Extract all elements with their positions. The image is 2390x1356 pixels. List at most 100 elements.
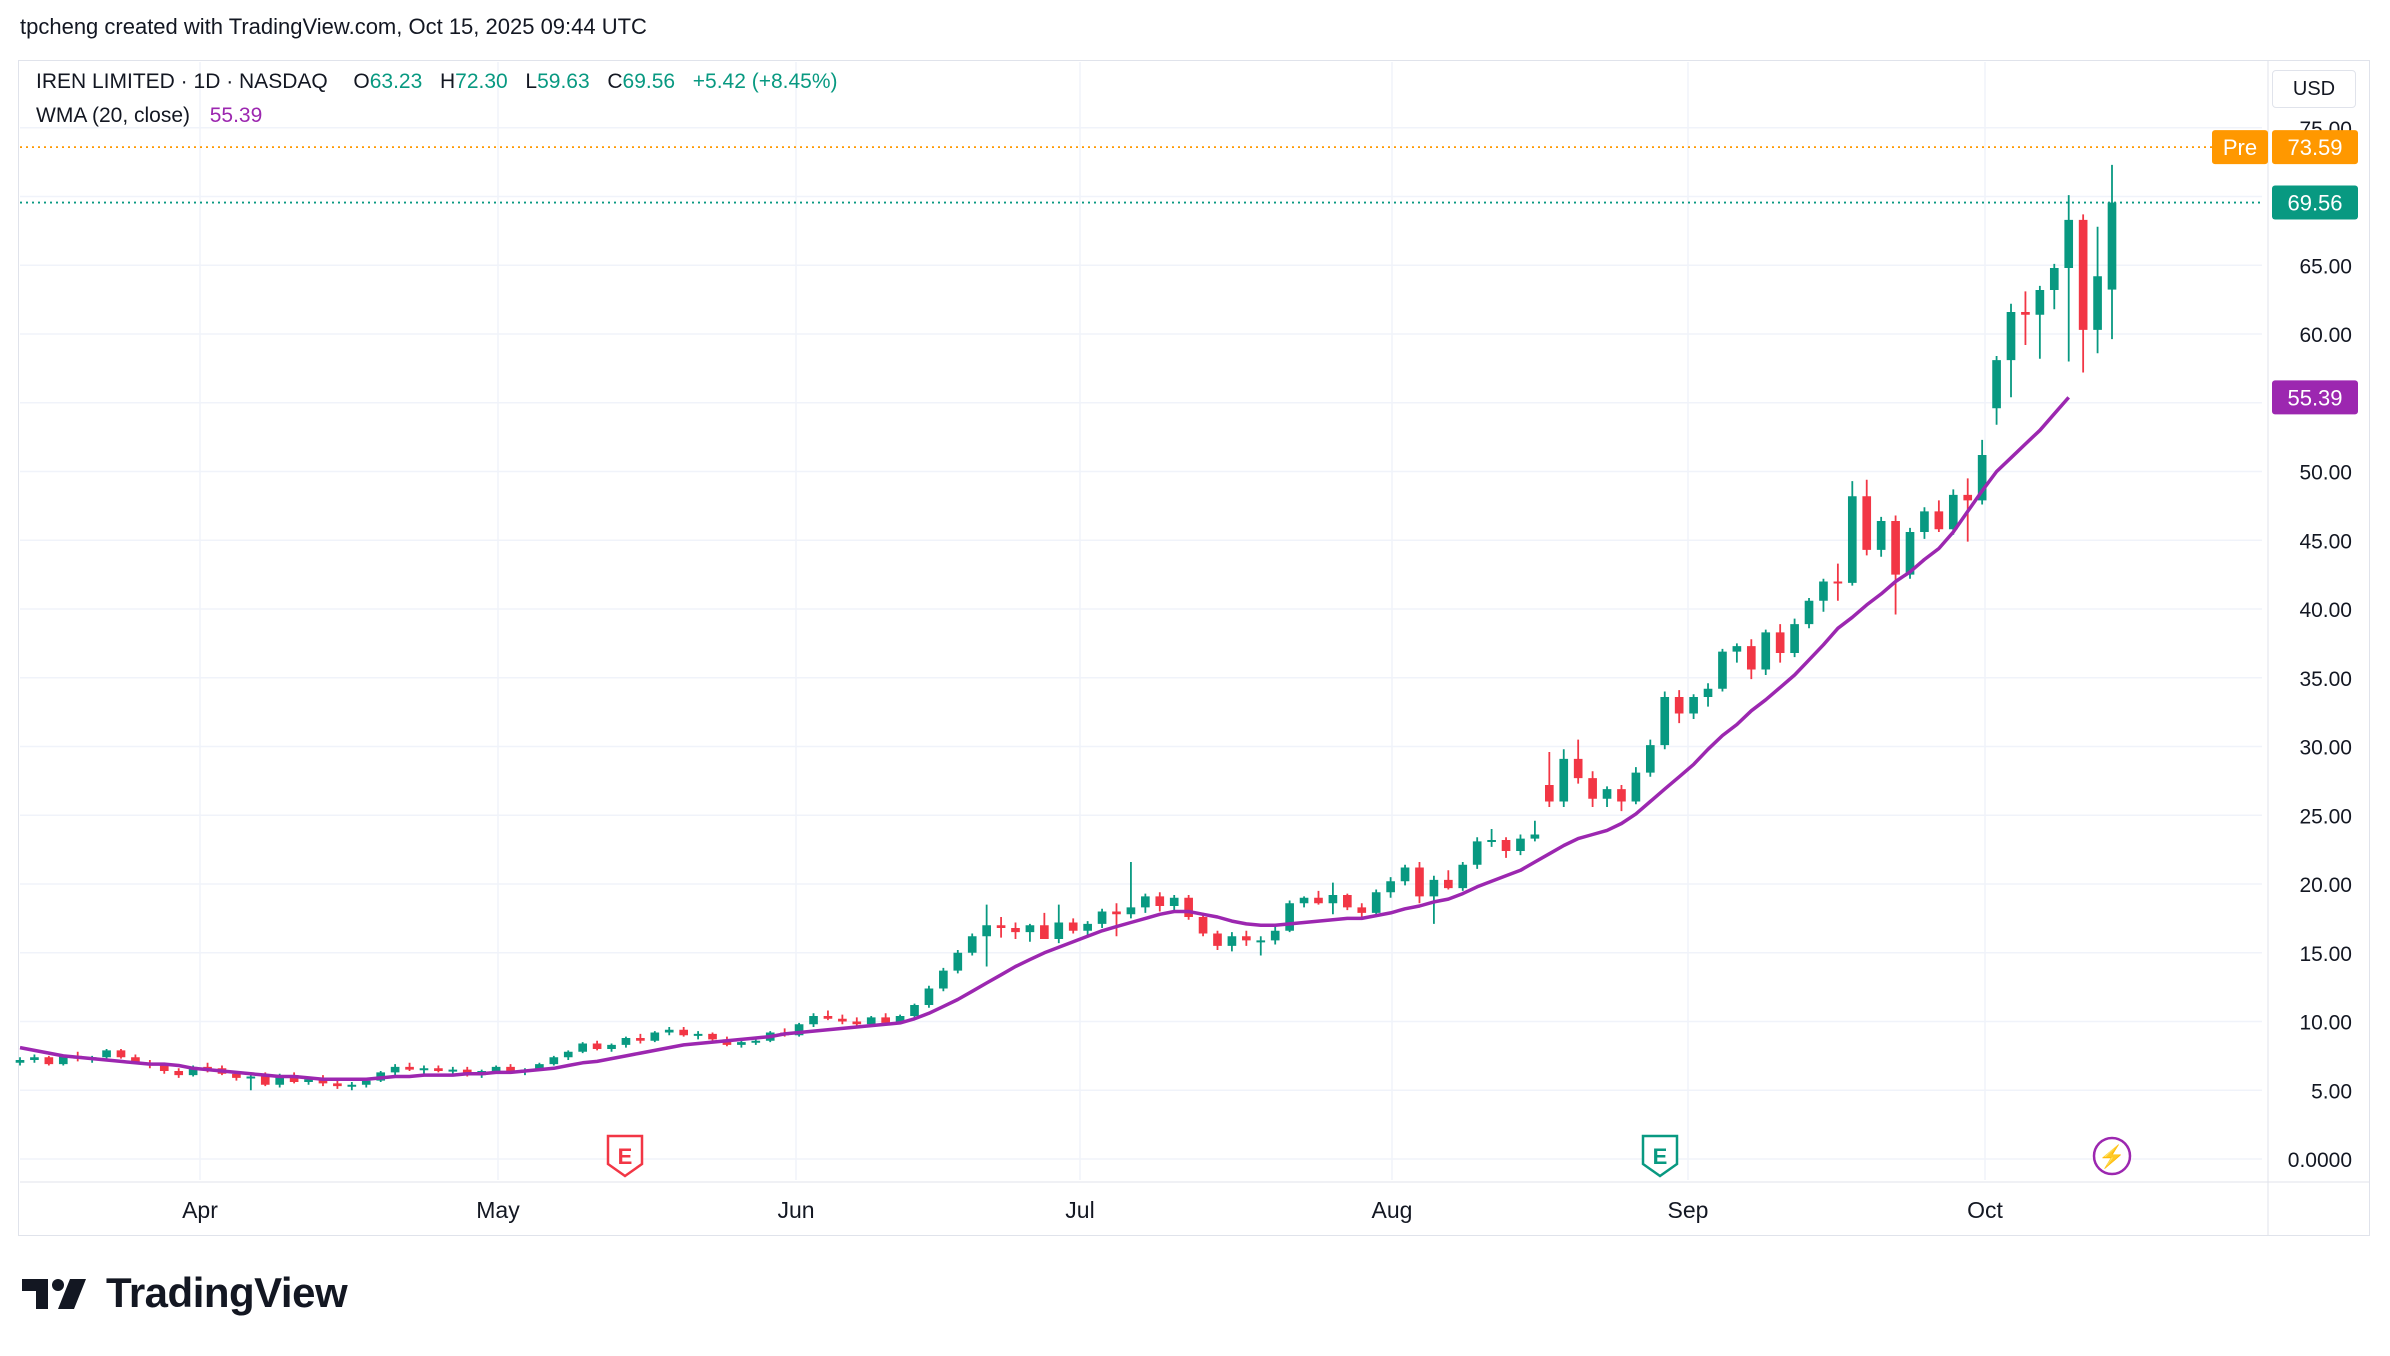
candle-body xyxy=(1530,834,1540,839)
candle-body xyxy=(1920,511,1929,532)
candle-body xyxy=(434,1068,443,1071)
candle xyxy=(1948,489,1958,535)
tradingview-logo-icon xyxy=(22,1279,86,1309)
candle xyxy=(1256,936,1266,956)
candle xyxy=(607,1043,616,1052)
price-tick-label: 60.00 xyxy=(2299,324,2352,347)
candle-body xyxy=(2021,312,2030,315)
premarket-price-label-text: 73.59 xyxy=(2287,135,2342,160)
tradingview-logo[interactable]: TradingView xyxy=(22,1268,348,1318)
candle-body xyxy=(1703,688,1713,697)
candle-body xyxy=(1472,841,1482,865)
candle-body xyxy=(1314,897,1323,904)
candle-body xyxy=(1458,864,1468,889)
candle-body xyxy=(58,1055,68,1065)
candle-body xyxy=(737,1042,746,1045)
candle xyxy=(809,1013,818,1027)
candle-body xyxy=(260,1076,270,1085)
candle xyxy=(1487,829,1496,847)
price-tick-label: 20.00 xyxy=(2299,874,2352,897)
candle xyxy=(910,1003,919,1019)
candle xyxy=(693,1031,703,1040)
premarket-tag: Pre xyxy=(2212,130,2268,165)
candle-body xyxy=(1213,933,1222,946)
candle xyxy=(1458,862,1468,891)
price-tick-label: 15.00 xyxy=(2299,943,2352,966)
candle xyxy=(1891,515,1900,615)
candle-body xyxy=(621,1038,631,1045)
wma-line xyxy=(19,396,2071,1082)
earnings-marker-shape xyxy=(606,1134,644,1178)
time-tick-label: Oct xyxy=(1967,1197,2003,1223)
candle-body xyxy=(549,1057,559,1065)
earnings-marker[interactable]: E xyxy=(606,1134,644,1178)
candle xyxy=(621,1036,631,1048)
earnings-marker[interactable]: E xyxy=(1641,1134,1679,1178)
candle xyxy=(664,1027,674,1036)
candle-body xyxy=(823,1016,833,1019)
candle-body xyxy=(535,1064,544,1070)
candle-body xyxy=(2049,268,2059,290)
candle xyxy=(1544,752,1554,807)
candle xyxy=(823,1010,833,1021)
candle-body xyxy=(304,1079,313,1082)
candle-body xyxy=(636,1038,645,1041)
candle xyxy=(1169,895,1179,911)
candle-body xyxy=(1025,925,1035,933)
candle xyxy=(1862,479,1872,556)
candle-body xyxy=(1141,896,1150,908)
candle xyxy=(1501,837,1511,858)
candle-body xyxy=(1602,789,1612,799)
candle-body xyxy=(1011,928,1020,933)
candle-body xyxy=(1343,895,1352,908)
candle xyxy=(939,967,948,992)
candle-body xyxy=(1544,785,1554,802)
candle-body xyxy=(1862,496,1872,550)
candle xyxy=(1126,862,1136,919)
candle-body xyxy=(1876,521,1886,550)
candle xyxy=(1631,767,1641,805)
candle-body xyxy=(852,1021,862,1025)
candle xyxy=(1819,578,1828,612)
candle-body xyxy=(866,1017,876,1025)
candle-body xyxy=(1631,772,1641,802)
candle-body xyxy=(1198,917,1208,934)
candle-body xyxy=(924,988,934,1005)
candle-body xyxy=(1660,697,1670,746)
candle-body xyxy=(1833,581,1843,584)
time-tick-label: Sep xyxy=(1668,1197,1709,1223)
candle xyxy=(1184,895,1193,920)
candle xyxy=(1386,877,1395,898)
candle xyxy=(1833,563,1843,601)
candle-body xyxy=(188,1066,198,1076)
candle xyxy=(549,1055,559,1066)
earnings-marker-label: E xyxy=(618,1144,633,1169)
candle-body xyxy=(2035,290,2045,315)
candle-body xyxy=(1948,494,1958,530)
high-value: 72.30 xyxy=(455,70,508,93)
candle xyxy=(1242,930,1251,946)
candle xyxy=(2035,285,2045,359)
candle xyxy=(1444,870,1453,890)
candle xyxy=(982,904,991,967)
candle-body xyxy=(1617,789,1626,802)
candle-body xyxy=(390,1066,400,1073)
candle xyxy=(2049,263,2059,310)
premarket-price-label-bg xyxy=(2272,130,2358,165)
candle-body xyxy=(996,925,1006,928)
earnings-marker[interactable]: ⚡ xyxy=(2092,1136,2132,1176)
candle-body xyxy=(174,1071,184,1076)
price-chart[interactable]: 0.0000 5.00 10.00 15.00 20.00 25.00 30.00 35.00… xyxy=(0,0,2390,1240)
candle xyxy=(578,1042,588,1054)
candle-body xyxy=(794,1024,804,1036)
price-labels: Pre 73.59 69.56 55.39 xyxy=(2212,130,2358,415)
candle-body xyxy=(1270,930,1280,941)
wma-price-label-bg xyxy=(2272,380,2358,415)
candle-body xyxy=(1645,745,1655,773)
indicator-legend[interactable]: WMA (20, close) 55.39 xyxy=(36,104,262,128)
candle-body xyxy=(1501,840,1511,851)
price-tick-label: 45.00 xyxy=(2299,530,2352,553)
candle xyxy=(15,1057,25,1066)
candle-body xyxy=(361,1080,371,1085)
currency-button[interactable]: USD xyxy=(2272,70,2356,108)
